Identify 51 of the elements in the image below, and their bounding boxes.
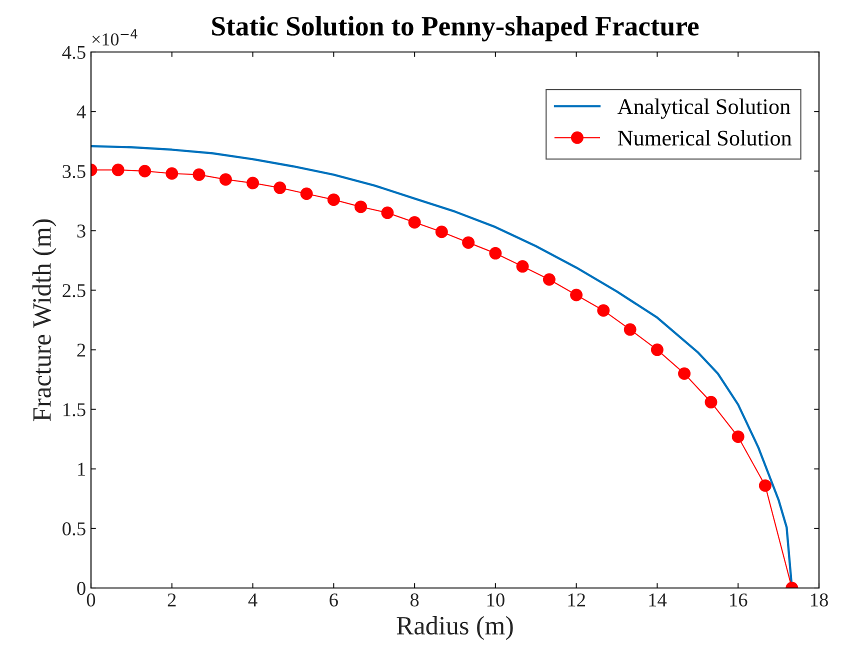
point [354, 200, 368, 214]
point [650, 344, 664, 356]
point [192, 168, 206, 181]
point [381, 206, 394, 220]
x-tick-label: 14 [649, 594, 667, 606]
point [462, 236, 475, 249]
y-tick-label: 2.5 [62, 284, 86, 298]
point [732, 430, 744, 443]
y-tick-label: 0.5 [62, 522, 86, 536]
y-tick-label: 1.5 [64, 403, 86, 416]
y-tick-label: 0 [77, 582, 86, 595]
point [624, 323, 636, 336]
y-tick-label: 3 [77, 224, 86, 238]
point [408, 216, 421, 229]
point [597, 304, 610, 317]
x-tick-label: 0 [86, 593, 96, 607]
x-tick-label: 18 [810, 593, 828, 607]
y-tick-label: 1 [78, 462, 85, 476]
x-tick-label: 16 [730, 593, 748, 607]
x-tick-label: 12 [568, 593, 585, 606]
point [219, 173, 232, 186]
point [678, 367, 691, 380]
y-tick-label: 4 [76, 106, 86, 118]
text: ×10$^{−4}$ [92, 29, 138, 46]
point [704, 396, 718, 408]
chart-title: Static Solution to Penny-shaped Fracture [212, 16, 699, 42]
x-axis-title: Radius (m) [396, 616, 513, 640]
x-tick-label: 8 [410, 593, 419, 607]
x-tick-label: 6 [330, 593, 338, 607]
legend-label: Analytical Solution [617, 98, 790, 119]
x-tick-label: 2 [168, 593, 176, 606]
point [489, 247, 502, 260]
point [274, 182, 286, 194]
point [138, 164, 152, 178]
legend-label: Numerical Solution [618, 130, 792, 146]
y-tick-label: 2 [77, 344, 86, 357]
point [758, 479, 772, 492]
point [570, 288, 583, 302]
point [516, 260, 529, 273]
x-tick-label: 4 [248, 594, 258, 606]
y-tick-label: 4.5 [62, 46, 86, 60]
y-tick-label: 3.5 [62, 164, 86, 178]
point [435, 226, 448, 238]
point [166, 167, 178, 180]
point [542, 273, 556, 286]
point [300, 187, 313, 200]
point [112, 164, 124, 176]
point [246, 176, 260, 190]
y-axis-title: Fracture Width (m) [32, 219, 56, 422]
x-tick-label: 10 [487, 593, 504, 607]
point [327, 193, 340, 206]
